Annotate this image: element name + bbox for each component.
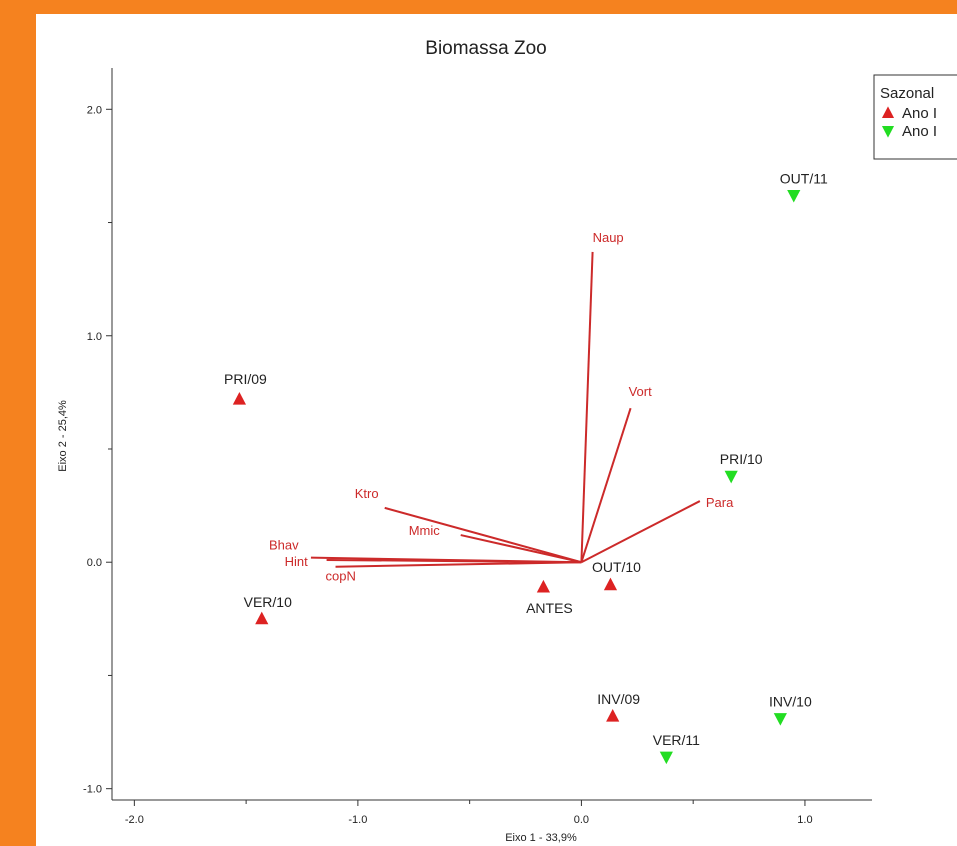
vector-label: Mmic xyxy=(409,523,441,538)
vector-label: Ktro xyxy=(355,486,379,501)
points: PRI/09 VER/10 ANTES OUT/10 INV/09 OUT/11 PRI/1… xyxy=(224,170,828,765)
data-point xyxy=(659,751,673,765)
legend-entry-label: Ano I xyxy=(902,105,937,122)
vector-hint xyxy=(326,558,582,564)
y-tick-label: 1.0 xyxy=(87,331,102,343)
point-label: VER/11 xyxy=(653,732,700,748)
x-tick-label: 0.0 xyxy=(574,814,589,826)
data-point xyxy=(232,391,247,405)
data-point xyxy=(606,709,620,722)
legend-entry-label: Ano I xyxy=(902,123,937,140)
vector-label: Naup xyxy=(593,230,624,245)
point-label: OUT/10 xyxy=(592,559,641,575)
vector-para xyxy=(580,500,701,564)
data-point xyxy=(773,713,787,726)
ordination-chart: Biomassa Zoo -2.0 -1.0 0.0 1.0 -1.0 0.0 1.0 2.0… xyxy=(57,38,957,844)
legend-title: Sazonal xyxy=(880,85,934,102)
vector-label: Vort xyxy=(629,384,653,399)
point-label: OUT/11 xyxy=(780,170,828,186)
chart-panel: Biomassa Zoo -2.0 -1.0 0.0 1.0 -1.0 0.0 1.0 2.0… xyxy=(36,14,957,846)
legend-box xyxy=(873,74,957,160)
x-tick-label: -1.0 xyxy=(348,814,367,826)
data-point xyxy=(603,577,618,591)
x-tick-label: 1.0 xyxy=(797,814,812,826)
y-axis-title: Eixo 2 - 25,4% xyxy=(57,400,69,472)
point-label: VER/10 xyxy=(244,594,292,610)
y-tick-label: -1.0 xyxy=(83,784,102,796)
vector-label: copN xyxy=(326,569,356,584)
x-axis-title: Eixo 1 - 33,9% xyxy=(505,832,577,844)
vector-label: Para xyxy=(706,495,734,510)
vector-mmic xyxy=(460,534,582,564)
point-label: ANTES xyxy=(526,600,573,616)
vector-vort xyxy=(580,407,632,563)
point-label: INV/10 xyxy=(769,693,812,709)
axes: -2.0 -1.0 0.0 1.0 -1.0 0.0 1.0 2.0 xyxy=(83,68,872,826)
chart-title: Biomassa Zoo xyxy=(425,38,546,59)
point-label: PRI/10 xyxy=(720,451,763,467)
x-tick-label: -2.0 xyxy=(125,814,144,826)
vector-ktro xyxy=(384,506,582,564)
data-point xyxy=(536,579,551,593)
y-tick-label: 2.0 xyxy=(87,104,102,116)
vector-copn xyxy=(335,561,582,568)
data-point xyxy=(724,470,738,484)
vector-label: Bhav xyxy=(269,538,299,553)
data-point xyxy=(787,189,801,203)
legend-marker xyxy=(881,106,895,118)
point-label: PRI/09 xyxy=(224,371,267,387)
point-label: INV/09 xyxy=(597,691,640,707)
y-tick-label: 0.0 xyxy=(87,557,102,569)
data-point xyxy=(255,611,269,625)
legend-marker xyxy=(881,126,895,138)
vector-label: Hint xyxy=(285,554,309,569)
vector-naup xyxy=(580,251,594,563)
